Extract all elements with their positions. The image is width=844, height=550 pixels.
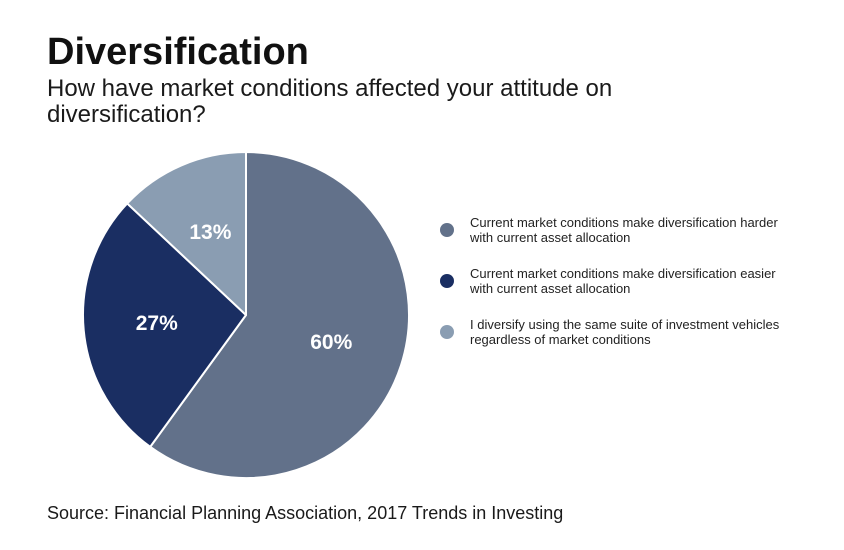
legend-swatch-easier	[440, 274, 454, 288]
pie-label-same-suite: 13%	[189, 221, 231, 244]
legend-label-easier: Current market conditions make diversifi…	[470, 266, 776, 296]
legend-label-same-suite: I diversify using the same suite of inve…	[470, 317, 780, 347]
chart-title: Diversification	[47, 31, 309, 73]
source-note: Source: Financial Planning Association, …	[47, 503, 564, 523]
chart-subtitle: How have market conditions affected your…	[47, 75, 613, 128]
legend-label-harder: Current market conditions make diversifi…	[470, 215, 778, 245]
pie-slice-same-suite	[126, 151, 247, 316]
legend-swatch-same-suite	[440, 325, 454, 339]
legend-item-same-suite: I diversify using the same suite of inve…	[440, 317, 800, 368]
pie-slice-harder	[149, 151, 410, 479]
legend: Current market conditions make diversifi…	[440, 215, 800, 368]
pie-slice-easier	[82, 202, 247, 448]
legend-item-harder: Current market conditions make diversifi…	[440, 215, 800, 266]
legend-swatch-harder	[440, 223, 454, 237]
legend-item-easier: Current market conditions make diversifi…	[440, 266, 800, 317]
pie-label-easier: 27%	[136, 312, 178, 335]
pie-label-harder: 60%	[310, 331, 352, 354]
